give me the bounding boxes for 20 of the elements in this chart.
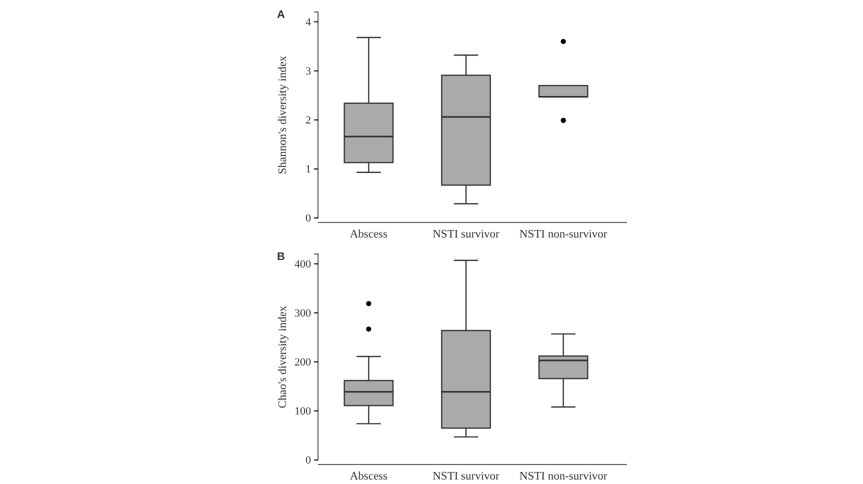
y-tick-label: 4 [306, 16, 312, 28]
x-tick-label: NSTI survivor [432, 228, 500, 241]
y-tick-label: 2 [306, 114, 311, 126]
x-tick-label: Abscess [350, 228, 388, 241]
y-tick-label: 0 [306, 454, 312, 467]
y-tick-label: 400 [294, 258, 312, 270]
y-tick-label: 0 [306, 212, 312, 225]
y-tick-label: 200 [294, 356, 312, 368]
y-tick-label: 3 [306, 65, 312, 78]
chart-title: A [277, 9, 285, 21]
chart-title: B [277, 251, 285, 263]
x-tick-label: NSTI non-survivor [519, 470, 608, 483]
y-tick-label: 1 [306, 163, 311, 176]
y-tick-label: 100 [294, 405, 312, 418]
y-axis-title: Shannon's diversity index [277, 56, 289, 174]
x-tick-label: NSTI survivor [432, 470, 500, 483]
x-tick-label: NSTI non-survivor [519, 228, 608, 241]
y-tick-label: 300 [294, 307, 312, 320]
x-tick-label: Abscess [350, 470, 388, 483]
y-axis-title: Chao's diversity index [277, 306, 289, 408]
